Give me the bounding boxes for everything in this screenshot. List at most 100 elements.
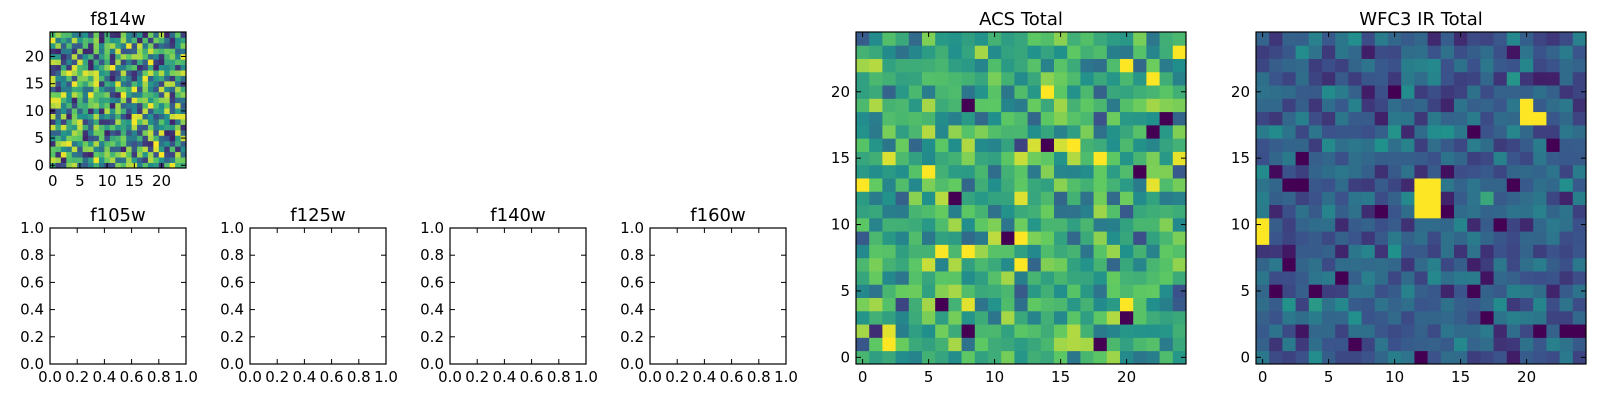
heatmap-cell: [71, 146, 78, 153]
heatmap-cell: [169, 80, 176, 87]
heatmap-cell: [1559, 58, 1574, 73]
heatmap-cell: [60, 108, 67, 114]
heatmap-cell: [1308, 178, 1323, 192]
heatmap-cell: [856, 284, 870, 298]
heatmap-cell: [1269, 71, 1283, 86]
heatmap-cell: [1040, 138, 1055, 152]
heatmap-cell: [1269, 178, 1283, 192]
heatmap-cell: [935, 58, 949, 73]
heatmap-cell: [1454, 111, 1468, 126]
heatmap-cell: [142, 59, 149, 66]
heatmap-cell: [131, 113, 138, 120]
heatmap-cell: [1454, 98, 1468, 113]
heatmap-cell: [1388, 324, 1402, 338]
heatmap-cell: [175, 119, 181, 125]
heatmap-cell: [1520, 310, 1534, 325]
heatmap-cell: [1133, 297, 1147, 312]
heatmap-cell: [175, 113, 181, 120]
heatmap-cell: [98, 80, 105, 87]
x-tick-label: 15: [1051, 368, 1070, 386]
heatmap-cell: [1414, 98, 1428, 113]
heatmap-cell: [1067, 297, 1081, 312]
heatmap-cell: [1374, 71, 1389, 86]
heatmap-cell: [1546, 111, 1560, 126]
heatmap-cell: [1054, 350, 1068, 365]
heatmap-cell: [126, 102, 132, 109]
heatmap-cell: [1172, 337, 1187, 352]
heatmap-cell: [922, 217, 936, 232]
heatmap-cell: [169, 64, 176, 71]
heatmap-cell: [66, 124, 73, 131]
heatmap-cell: [1401, 178, 1415, 192]
heatmap-cell: [882, 111, 896, 126]
heatmap-cell: [1361, 231, 1376, 245]
heatmap-cell: [922, 310, 936, 325]
heatmap-cell: [1295, 98, 1310, 113]
heatmap-cell: [1146, 124, 1160, 139]
heatmap-cell: [1414, 257, 1428, 272]
heatmap-cell: [988, 324, 1002, 338]
heatmap-cell: [1106, 58, 1121, 73]
x-tick-label: 0.0: [38, 368, 62, 386]
heatmap-cell: [1335, 32, 1349, 46]
heatmap-cell: [961, 98, 976, 113]
heatmap-cell: [104, 129, 111, 136]
heatmap-cell: [1146, 217, 1160, 232]
heatmap-cell: [50, 151, 56, 158]
y-tick-label: 15: [831, 149, 850, 167]
heatmap-cell: [1467, 85, 1481, 99]
heatmap-cell: [895, 151, 910, 166]
heatmap-cell: [908, 85, 923, 99]
heatmap-cell: [1040, 217, 1055, 232]
heatmap-cell: [158, 48, 165, 55]
heatmap-cell: [1001, 71, 1015, 86]
heatmap-cell: [988, 151, 1002, 166]
heatmap-cell: [1172, 32, 1187, 46]
y-tick-label: 10: [1231, 216, 1250, 234]
heatmap-cell: [1093, 71, 1108, 86]
heatmap-cell: [1014, 32, 1028, 46]
heatmap-cell: [158, 86, 165, 93]
heatmap-cell: [1361, 151, 1376, 166]
heatmap-cell: [77, 97, 84, 104]
heatmap-cell: [131, 80, 138, 87]
heatmap-cell: [66, 64, 73, 71]
heatmap-cell: [1427, 111, 1442, 126]
heatmap-cell: [1480, 58, 1494, 73]
heatmap-cell: [104, 146, 111, 153]
heatmap-cell: [82, 70, 89, 76]
heatmap-cell: [164, 135, 171, 142]
heatmap-cell: [1014, 231, 1028, 245]
heatmap-cell: [175, 146, 181, 153]
heatmap-cell: [71, 80, 78, 87]
heatmap-cell: [104, 124, 111, 131]
heatmap-cell: [1520, 257, 1534, 272]
heatmap-cell: [1374, 45, 1389, 59]
heatmap-cell: [1361, 58, 1376, 73]
heatmap-cell: [1454, 350, 1468, 365]
heatmap-cell: [1322, 151, 1336, 166]
heatmap-cell: [895, 98, 910, 113]
heatmap-cell: [1295, 111, 1310, 126]
heatmap-cell: [115, 75, 122, 82]
heatmap-cell: [1282, 231, 1296, 245]
heatmap-cell: [856, 164, 870, 179]
heatmap-cell: [1388, 284, 1402, 298]
heatmap-cell: [1414, 151, 1428, 166]
heatmap-cell: [104, 157, 111, 163]
heatmap-cell: [131, 129, 138, 136]
heatmap-cell: [175, 64, 181, 71]
heatmap-cell: [93, 140, 100, 147]
heatmap-cell: [175, 42, 181, 49]
heatmap-cell: [1335, 124, 1349, 139]
heatmap-cell: [1054, 124, 1068, 139]
heatmap-cell: [66, 37, 73, 44]
heatmap-cell: [88, 102, 94, 109]
heatmap-cell: [974, 45, 989, 59]
heatmap-cell: [1054, 337, 1068, 352]
heatmap-cell: [88, 80, 94, 87]
heatmap-cell: [935, 71, 949, 86]
heatmap-cell: [147, 119, 154, 125]
heatmap-cell: [1040, 244, 1055, 259]
x-tick-label: 0.8: [747, 368, 771, 386]
